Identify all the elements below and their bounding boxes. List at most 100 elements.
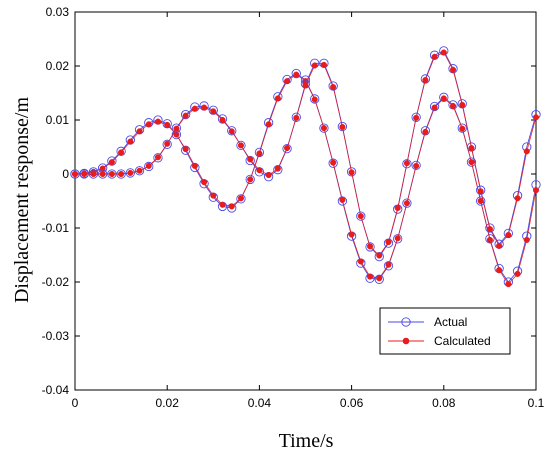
x-tick-label: 0.06 xyxy=(340,396,364,410)
legend-label: Actual xyxy=(434,315,467,329)
data-point xyxy=(219,201,226,208)
data-point xyxy=(282,143,292,154)
data-point xyxy=(237,142,245,149)
data-point xyxy=(339,123,346,131)
data-point xyxy=(457,123,467,133)
data-point xyxy=(348,169,355,176)
data-point xyxy=(145,162,152,169)
x-axis-ticks: 0 0.02 0.04 0.06 0.08 0.1 xyxy=(72,12,545,410)
data-point xyxy=(476,196,486,206)
x-tick-label: 0 xyxy=(72,396,79,410)
data-point xyxy=(182,146,189,153)
data-point xyxy=(402,159,412,169)
y-axis-label: Displacement response/m xyxy=(11,97,33,303)
data-point xyxy=(293,114,300,121)
data-point xyxy=(523,236,530,243)
data-point xyxy=(337,196,348,206)
data-point xyxy=(449,66,457,73)
data-point xyxy=(457,99,467,109)
data-point xyxy=(486,226,493,233)
data-point xyxy=(320,125,327,132)
data-point xyxy=(514,195,521,202)
y-axis-ticks: -0.04 -0.03 -0.02 -0.01 0 0.01 0.02 0.03 xyxy=(42,5,536,397)
data-point xyxy=(385,238,392,246)
y-tick-label: -0.04 xyxy=(42,383,70,397)
data-point xyxy=(154,154,162,161)
data-point xyxy=(284,145,291,152)
data-point xyxy=(505,281,512,288)
data-point xyxy=(459,101,466,108)
data-point xyxy=(328,81,338,91)
data-point xyxy=(136,128,143,135)
data-point xyxy=(118,170,125,178)
data-point xyxy=(228,128,235,135)
data-point xyxy=(330,84,337,91)
data-point xyxy=(403,160,410,167)
data-point xyxy=(256,167,263,174)
data-point xyxy=(153,153,163,163)
data-point xyxy=(394,235,401,242)
data-point xyxy=(402,198,412,208)
data-point xyxy=(374,274,384,284)
data-point xyxy=(116,146,126,156)
data-point xyxy=(265,121,272,128)
y-tick-label: -0.01 xyxy=(42,221,70,235)
legend-box xyxy=(379,307,511,355)
data-point xyxy=(496,242,503,249)
data-point xyxy=(164,140,171,147)
legend-marker xyxy=(402,337,410,345)
data-point xyxy=(81,170,88,178)
data-point xyxy=(256,150,263,157)
data-point xyxy=(413,162,420,169)
data-point xyxy=(422,128,429,135)
data-point xyxy=(485,234,495,244)
data-point xyxy=(357,258,364,265)
data-point xyxy=(127,169,134,176)
data-point xyxy=(356,211,366,221)
data-point xyxy=(291,112,301,122)
data-point xyxy=(108,170,115,178)
y-tick-label: 0 xyxy=(62,167,69,181)
data-point xyxy=(496,267,503,274)
data-point xyxy=(293,71,300,78)
data-point xyxy=(330,159,337,166)
data-point xyxy=(486,236,493,243)
data-point xyxy=(108,159,115,166)
data-point xyxy=(127,138,134,145)
data-point xyxy=(393,234,403,244)
data-point xyxy=(245,155,255,166)
data-point xyxy=(162,119,172,129)
data-point xyxy=(466,157,477,167)
data-point xyxy=(449,102,457,110)
data-point xyxy=(311,96,318,103)
data-point xyxy=(411,112,421,122)
legend-item-calculated: Calculated xyxy=(388,334,491,348)
data-point xyxy=(291,68,301,79)
data-point xyxy=(134,166,145,176)
data-point xyxy=(154,118,162,125)
data-point xyxy=(466,142,477,152)
y-tick-label: 0.02 xyxy=(46,59,70,73)
data-point xyxy=(201,179,208,186)
data-point xyxy=(514,270,521,277)
data-point xyxy=(448,64,458,74)
data-point xyxy=(302,82,309,89)
data-point xyxy=(439,92,449,102)
data-point xyxy=(348,231,355,238)
data-point xyxy=(366,273,374,280)
data-point xyxy=(440,49,447,56)
data-point xyxy=(383,261,394,271)
x-tick-label: 0.04 xyxy=(248,396,272,410)
data-point xyxy=(365,242,375,252)
data-point xyxy=(90,170,97,178)
legend: Actual Calculated xyxy=(379,307,511,355)
data-point xyxy=(274,95,281,102)
data-point xyxy=(448,100,458,110)
y-tick-label: -0.03 xyxy=(42,329,70,343)
data-point xyxy=(71,170,79,178)
data-point xyxy=(173,131,180,138)
data-point xyxy=(429,101,440,112)
data-point xyxy=(477,188,484,195)
data-point xyxy=(284,78,291,85)
data-point xyxy=(319,123,329,133)
